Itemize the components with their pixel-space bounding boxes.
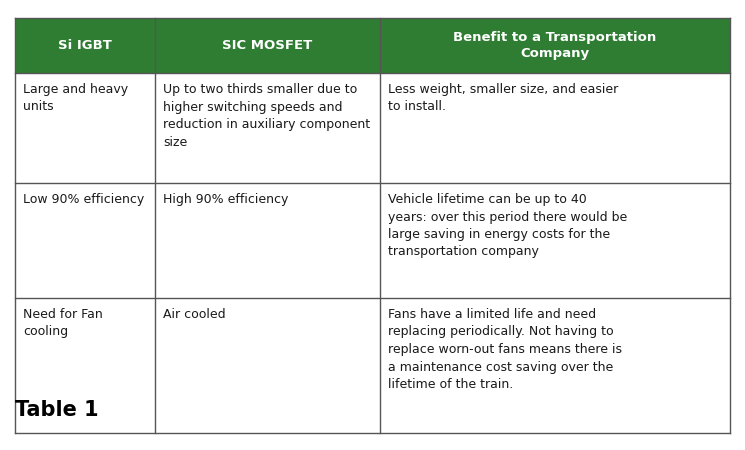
Text: Si IGBT: Si IGBT [58,39,112,52]
Bar [155,183,380,298]
Bar [15,18,155,73]
Bar [155,73,380,183]
Bar [380,183,730,298]
Bar [155,298,380,433]
Text: Less weight, smaller size, and easier
to install.: Less weight, smaller size, and easier to… [388,83,618,113]
Text: SIC MOSFET: SIC MOSFET [222,39,313,52]
Bar [155,18,380,73]
Text: High 90% efficiency: High 90% efficiency [163,193,288,206]
Bar [380,73,730,183]
Bar [380,18,730,73]
Bar [15,73,155,183]
Text: Fans have a limited life and need
replacing periodically. Not having to
replace : Fans have a limited life and need replac… [388,308,622,391]
Text: Up to two thirds smaller due to
higher switching speeds and
reduction in auxilia: Up to two thirds smaller due to higher s… [163,83,370,148]
Bar [15,298,155,433]
Text: Benefit to a Transportation
Company: Benefit to a Transportation Company [454,31,656,60]
Bar [15,183,155,298]
Bar [380,298,730,433]
Text: Table 1: Table 1 [15,400,98,420]
Text: Vehicle lifetime can be up to 40
years: over this period there would be
large sa: Vehicle lifetime can be up to 40 years: … [388,193,627,258]
Text: Air cooled: Air cooled [163,308,226,321]
Text: Low 90% efficiency: Low 90% efficiency [23,193,145,206]
Text: Large and heavy
units: Large and heavy units [23,83,128,113]
Text: Need for Fan
cooling: Need for Fan cooling [23,308,103,338]
